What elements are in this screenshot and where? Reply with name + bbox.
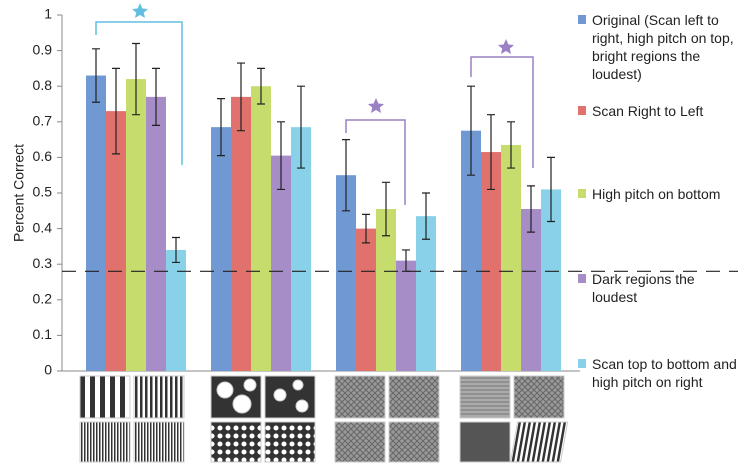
y-tick-label: 0.1	[33, 326, 53, 342]
bar	[251, 86, 271, 371]
bar	[231, 97, 251, 371]
bar	[146, 97, 166, 371]
y-tick-label: 0	[44, 362, 52, 378]
y-tick-label: 0.5	[33, 184, 53, 200]
legend-label: Scan top to bottom and high pitch on rig…	[592, 355, 738, 391]
legend-swatch	[578, 15, 586, 24]
stars	[132, 3, 514, 113]
y-tick-label: 0.6	[33, 148, 53, 164]
legend-item: Dark regions the loudest	[578, 270, 738, 306]
y-tick-label: 1	[44, 6, 52, 22]
stimulus-images	[80, 376, 568, 462]
legend-label: High pitch on bottom	[592, 185, 738, 203]
y-tick-label: 0.9	[33, 41, 53, 57]
bar	[166, 250, 186, 371]
legend-item: Original (Scan left to right, high pitch…	[578, 11, 738, 83]
bar	[521, 209, 541, 371]
bar	[86, 76, 106, 371]
y-tick-label: 0.3	[33, 255, 53, 271]
legend-swatch	[578, 189, 586, 198]
y-tick-label: 0.8	[33, 77, 53, 93]
page: Percent Correct 0 0.1 0.2 0.3 0.4 0.5 0.6 0.7 0.…	[0, 0, 739, 466]
legend-item: Scan top to bottom and high pitch on rig…	[578, 355, 738, 391]
legend-label: Original (Scan left to right, high pitch…	[592, 11, 738, 83]
bar	[396, 261, 416, 371]
y-tick-label: 0.4	[33, 219, 53, 235]
y-tick-label: 0.2	[33, 291, 53, 307]
legend-swatch	[578, 106, 586, 115]
legend-label: Scan Right to Left	[592, 102, 738, 120]
bar	[356, 229, 376, 371]
legend-swatch	[578, 274, 586, 283]
bar	[126, 79, 146, 371]
bar	[211, 127, 231, 371]
legend-swatch	[578, 359, 586, 368]
legend-item: Scan Right to Left	[578, 102, 738, 120]
y-axis-title: Percent Correct	[11, 144, 27, 242]
bar	[501, 145, 521, 371]
legend-label: Dark regions the loudest	[592, 270, 738, 306]
y-tick-label: 0.7	[33, 113, 53, 129]
legend-item: High pitch on bottom	[578, 185, 738, 203]
